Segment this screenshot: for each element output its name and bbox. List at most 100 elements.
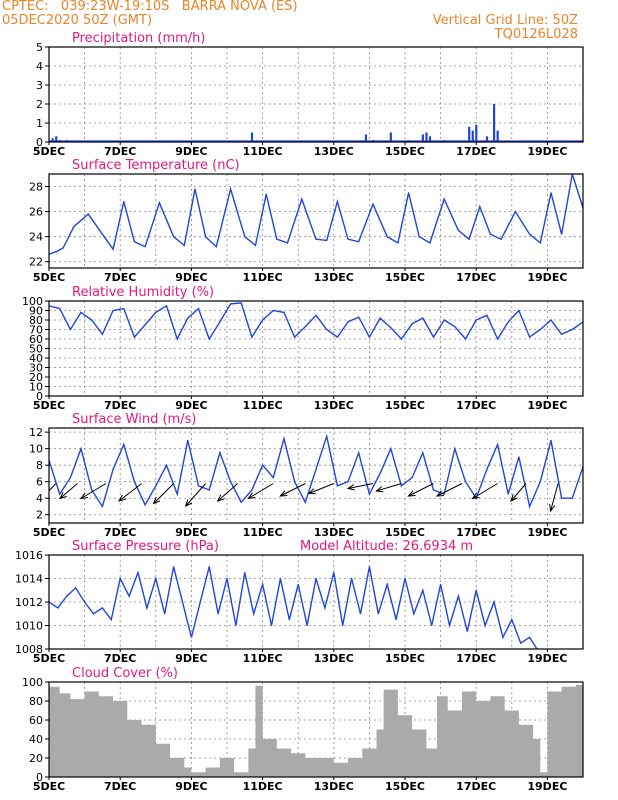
series-line xyxy=(49,433,583,509)
series-point xyxy=(73,226,75,228)
x-tick-label: 15DEC xyxy=(385,526,425,539)
series-point xyxy=(407,192,410,194)
panel-annotation: Model Altitude: 26.6934 m xyxy=(300,539,473,554)
series-point xyxy=(486,468,488,470)
panel-title: Relative Humidity (%) xyxy=(72,285,214,300)
series-point xyxy=(386,583,388,585)
series-point xyxy=(217,613,219,615)
series-point xyxy=(347,238,349,240)
series-point xyxy=(279,577,281,580)
x-tick-label: 13DEC xyxy=(314,145,354,158)
y-tick-label: 0 xyxy=(36,390,43,403)
y-tick-label: 20 xyxy=(29,371,43,384)
series-point xyxy=(386,236,388,238)
x-tick-label: 7DEC xyxy=(104,271,136,284)
x-tick-label: 19DEC xyxy=(527,145,567,158)
series-point xyxy=(69,476,71,479)
panel-1: 0 1 2 3 4 5 5DEC 7DEC 9DEC 11DEC 13DEC 15DEC 17DEC 19… xyxy=(33,31,584,158)
series-point xyxy=(464,338,467,340)
x-tick-label: 11DEC xyxy=(243,271,283,284)
series-point xyxy=(379,472,381,475)
series-point xyxy=(390,448,392,450)
series-point xyxy=(144,324,146,326)
series-group xyxy=(49,174,583,255)
y-tick-label: 1010 xyxy=(15,620,43,633)
series-point xyxy=(283,311,285,313)
x-tick-label: 7DEC xyxy=(104,145,136,158)
series-point xyxy=(333,572,335,574)
x-tick-label: 5DEC xyxy=(33,526,65,539)
x-tick-label: 5DEC xyxy=(33,271,65,284)
series-point xyxy=(294,336,296,338)
x-tick-label: 9DEC xyxy=(175,780,207,793)
series-point xyxy=(315,468,317,470)
series-point xyxy=(101,233,103,235)
x-tick-label: 11DEC xyxy=(243,652,283,665)
panel-title: Surface Wind (m/s) xyxy=(72,412,196,427)
series-point xyxy=(133,336,136,338)
series-point xyxy=(561,497,563,499)
panel-frame xyxy=(48,554,584,650)
series-point xyxy=(244,236,246,238)
series-point xyxy=(199,601,201,603)
series-point xyxy=(539,481,541,483)
x-tick-label: 7DEC xyxy=(104,652,136,665)
x-tick-label: 19DEC xyxy=(527,271,567,284)
series-point xyxy=(123,200,125,203)
wind-arrowhead xyxy=(346,484,355,491)
series-point xyxy=(518,309,520,312)
series-point xyxy=(514,211,516,213)
y-tick-label: 3 xyxy=(36,79,43,92)
series-point xyxy=(62,247,64,249)
series-point xyxy=(251,489,253,491)
precip-bar xyxy=(496,130,499,142)
series-point xyxy=(464,481,467,483)
series-point xyxy=(91,319,93,321)
wind-arrowhead xyxy=(152,496,161,505)
series-point xyxy=(215,246,217,248)
x-tick-label: 13DEC xyxy=(314,399,354,412)
x-tick-label: 7DEC xyxy=(104,399,136,412)
series-point xyxy=(265,193,267,195)
series-point xyxy=(208,489,210,491)
wind-vector xyxy=(49,483,57,492)
series-point xyxy=(432,489,435,491)
panel-frame xyxy=(48,681,584,778)
wind-arrowhead xyxy=(279,490,288,497)
wind-vector xyxy=(510,483,527,502)
series-point xyxy=(468,238,470,240)
x-tick-label: 13DEC xyxy=(314,652,354,665)
series-point xyxy=(219,321,221,323)
panel-5: 1008 1010 1012 1014 1016 5DEC 7DEC 9DEC 11DEC 13D… xyxy=(15,539,584,665)
series-point xyxy=(507,493,509,495)
series-point xyxy=(397,242,399,244)
series-point xyxy=(422,589,424,591)
series-group xyxy=(49,104,583,142)
x-tick-label: 17DEC xyxy=(456,780,496,793)
wind-vector xyxy=(80,483,107,499)
precip-bar xyxy=(471,130,474,142)
wind-arrowhead xyxy=(184,499,193,507)
x-tick-label: 17DEC xyxy=(456,526,496,539)
wind-arrowhead xyxy=(216,494,225,502)
precip-bar xyxy=(250,132,254,142)
series-point xyxy=(176,338,178,340)
series-point xyxy=(413,613,415,615)
series-point xyxy=(529,336,531,338)
wind-vector xyxy=(376,483,402,492)
y-tick-label: 1016 xyxy=(15,549,43,562)
series-point xyxy=(431,624,433,627)
series-point xyxy=(286,242,289,244)
panel-title: Cloud Cover (%) xyxy=(72,666,178,681)
series-point xyxy=(123,443,125,446)
series-point xyxy=(155,485,157,487)
cloud-cover-area xyxy=(49,683,583,777)
series-point xyxy=(368,566,370,568)
y-tick-label: 12 xyxy=(29,426,43,439)
series-point xyxy=(571,328,573,331)
wind-arrowhead xyxy=(510,494,518,502)
series-point xyxy=(187,317,189,319)
series-point xyxy=(448,624,451,627)
series-point xyxy=(457,229,459,231)
